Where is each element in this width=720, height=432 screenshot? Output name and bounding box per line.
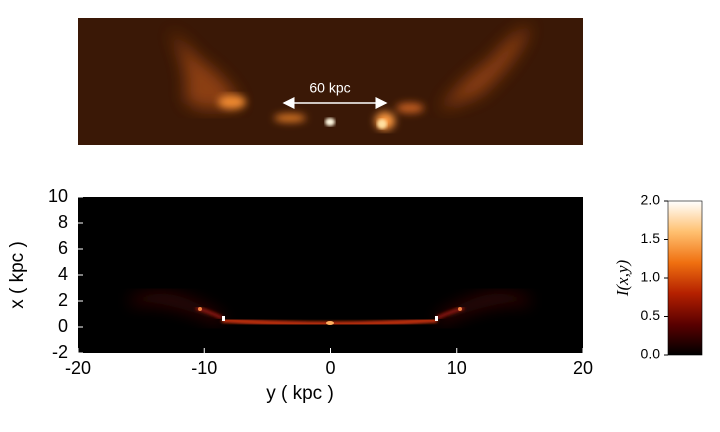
annotation: 60 kpc — [309, 80, 350, 96]
colorbar-tick-label: 0.0 — [641, 346, 661, 362]
y-tick-label: 10 — [48, 186, 68, 206]
x-tick-label: 20 — [573, 358, 593, 378]
colorbar-label: I(x,y) — [613, 260, 632, 298]
y-tick-label: 0 — [58, 316, 68, 336]
colorbar-tick-label: 1.5 — [641, 230, 661, 246]
y-tick-label: -2 — [52, 342, 68, 362]
x-axis-label: y ( kpc ) — [266, 383, 334, 404]
colorbar-tick-label: 0.5 — [641, 307, 661, 323]
y-axis-label: x ( kpc ) — [7, 241, 28, 309]
radio-image: 60 kpc — [78, 18, 583, 145]
x-tick-label: -20 — [65, 358, 91, 378]
y-tick-label: 2 — [58, 290, 68, 310]
x-tick-label: -10 — [191, 358, 217, 378]
y-tick-label: 4 — [58, 264, 68, 284]
sim-image — [78, 197, 583, 353]
colorbar-tick-label: 1.0 — [641, 269, 661, 285]
y-tick-label: 8 — [58, 212, 68, 232]
colorbar-tick-label: 2.0 — [641, 192, 661, 208]
x-tick-label: 10 — [447, 358, 467, 378]
colorbar — [667, 200, 703, 356]
x-tick-label: 0 — [325, 358, 335, 378]
y-tick-label: 6 — [58, 238, 68, 258]
